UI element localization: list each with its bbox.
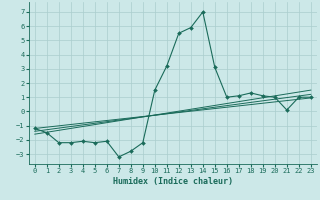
X-axis label: Humidex (Indice chaleur): Humidex (Indice chaleur) [113, 177, 233, 186]
